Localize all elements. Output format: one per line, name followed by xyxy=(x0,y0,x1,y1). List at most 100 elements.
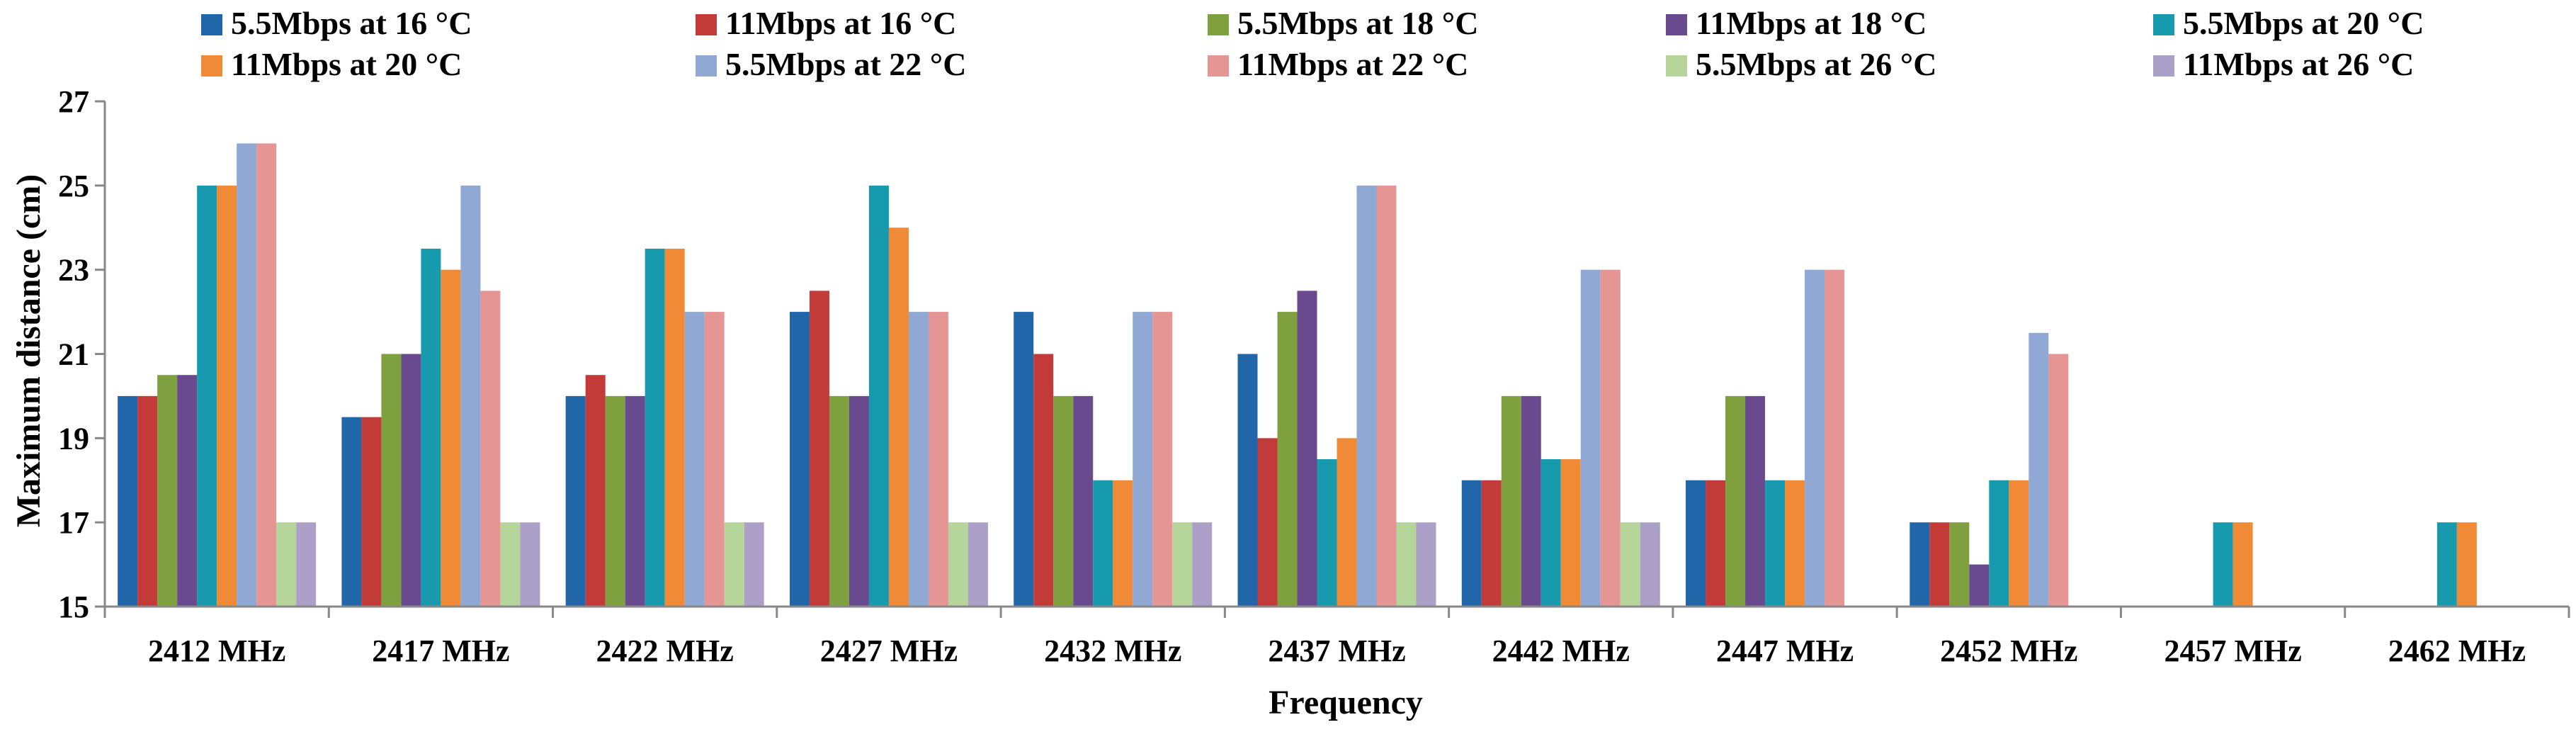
bar xyxy=(1073,395,1094,607)
legend-swatch xyxy=(1666,55,1687,77)
bar xyxy=(1033,354,1054,607)
legend-label: 11Mbps at 16 °C xyxy=(725,5,956,41)
bar xyxy=(1745,395,1766,607)
bar xyxy=(401,354,421,607)
bar xyxy=(2029,332,2049,607)
y-tick-label: 15 xyxy=(58,590,89,624)
bar xyxy=(460,185,481,607)
bar xyxy=(1461,480,1482,607)
bar xyxy=(565,395,586,607)
y-tick-label: 21 xyxy=(58,337,89,372)
bar xyxy=(2048,354,2069,607)
legend-swatch xyxy=(201,55,222,77)
bar xyxy=(1825,269,1845,607)
x-tick-label: 2427 MHz xyxy=(820,634,958,668)
bar xyxy=(789,312,810,607)
bar xyxy=(585,375,606,607)
bar xyxy=(1785,480,1805,607)
y-tick-label: 23 xyxy=(58,253,89,288)
x-tick-label: 2437 MHz xyxy=(1268,634,1405,668)
bar xyxy=(829,395,849,607)
bar xyxy=(1580,269,1601,607)
bar xyxy=(500,522,521,607)
bar xyxy=(1640,522,1660,607)
y-tick-label: 27 xyxy=(58,84,89,119)
bar xyxy=(1949,522,1970,607)
bar xyxy=(276,522,297,607)
x-tick-label: 2447 MHz xyxy=(1716,634,1854,668)
legend-label: 11Mbps at 18 °C xyxy=(1696,5,1927,41)
bar xyxy=(520,522,540,607)
bar xyxy=(1481,480,1502,607)
bar xyxy=(2232,522,2253,607)
bar xyxy=(197,185,217,607)
legend-swatch xyxy=(696,14,717,35)
bar xyxy=(1297,291,1317,607)
legend-swatch xyxy=(1208,55,1229,77)
bar xyxy=(1910,522,1930,607)
legend-label: 11Mbps at 22 °C xyxy=(1237,46,1468,82)
bar xyxy=(1376,185,1397,607)
bar xyxy=(645,248,665,607)
bar xyxy=(1356,185,1377,607)
bar xyxy=(237,143,257,607)
legend-label: 5.5Mbps at 18 °C xyxy=(1237,5,1478,41)
bar xyxy=(744,522,764,607)
bar xyxy=(2213,522,2233,607)
bar xyxy=(1765,480,1786,607)
bar xyxy=(1969,564,1990,607)
bar xyxy=(1317,459,1337,607)
y-tick-label: 17 xyxy=(58,505,89,540)
bar xyxy=(1686,480,1706,607)
bar xyxy=(1133,312,1153,607)
bar xyxy=(664,248,685,607)
bar xyxy=(118,395,138,607)
bar xyxy=(625,395,645,607)
legend-label: 11Mbps at 20 °C xyxy=(231,46,462,82)
bar xyxy=(1560,459,1581,607)
bar xyxy=(421,248,441,607)
bar xyxy=(948,522,968,607)
x-tick-label: 2422 MHz xyxy=(596,634,734,668)
bar xyxy=(1620,522,1640,607)
bar xyxy=(441,269,461,607)
legend-label: 5.5Mbps at 26 °C xyxy=(1696,46,1936,82)
bar xyxy=(1396,522,1417,607)
x-tick-label: 2462 MHz xyxy=(2388,634,2526,668)
y-axis-title: Maximum distance (cm) xyxy=(10,174,47,528)
x-tick-label: 2457 MHz xyxy=(2164,634,2301,668)
bar xyxy=(928,312,948,607)
bar xyxy=(809,291,829,607)
bar xyxy=(1277,312,1298,607)
bar xyxy=(177,375,198,607)
bar xyxy=(1152,312,1173,607)
bar xyxy=(968,522,988,607)
bar xyxy=(1337,438,1357,607)
bar xyxy=(908,312,929,607)
legend-label: 5.5Mbps at 16 °C xyxy=(231,5,472,41)
bar xyxy=(2009,480,2029,607)
legend-label: 5.5Mbps at 22 °C xyxy=(725,46,966,82)
legend-swatch xyxy=(1208,14,1229,35)
bar xyxy=(868,185,889,607)
bar xyxy=(1172,522,1193,607)
x-tick-label: 2442 MHz xyxy=(1492,634,1630,668)
bar xyxy=(1053,395,1074,607)
bar xyxy=(1805,269,1825,607)
bar xyxy=(1600,269,1621,607)
bar xyxy=(1521,395,1541,607)
x-tick-label: 2417 MHz xyxy=(372,634,509,668)
bar xyxy=(341,417,362,607)
bar xyxy=(361,417,382,607)
bar xyxy=(1093,480,1113,607)
bar xyxy=(217,185,237,607)
legend-label: 11Mbps at 26 °C xyxy=(2183,46,2414,82)
bars xyxy=(118,143,2477,607)
legend-swatch xyxy=(696,55,717,77)
bar xyxy=(2436,522,2457,607)
bar xyxy=(2456,522,2477,607)
legend: 5.5Mbps at 16 °C 11Mbps at 16 °C 5.5Mbps a… xyxy=(201,5,2424,82)
bar xyxy=(1416,522,1436,607)
